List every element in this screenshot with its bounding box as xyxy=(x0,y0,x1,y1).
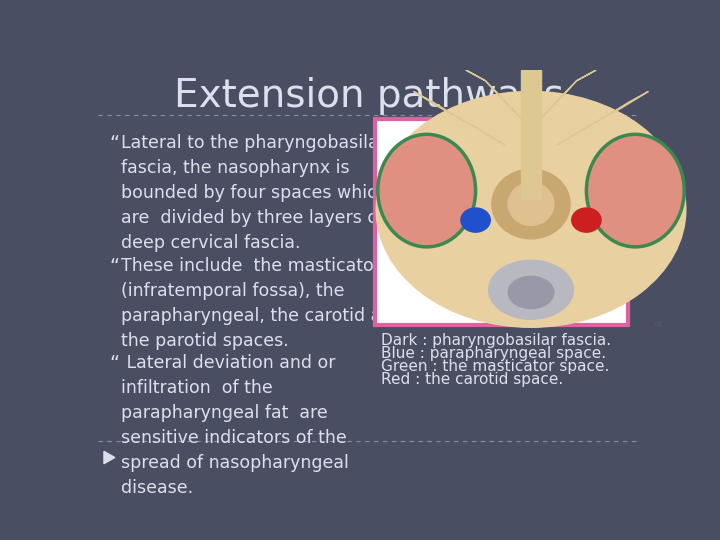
Text: Red : the carotid space.: Red : the carotid space. xyxy=(381,372,563,387)
Ellipse shape xyxy=(508,276,554,308)
Polygon shape xyxy=(466,70,531,129)
Ellipse shape xyxy=(508,183,554,225)
Ellipse shape xyxy=(489,260,573,319)
Polygon shape xyxy=(413,91,505,145)
Ellipse shape xyxy=(586,134,684,247)
Polygon shape xyxy=(521,70,541,199)
Text: Dark : pharyngobasilar fascia.: Dark : pharyngobasilar fascia. xyxy=(381,333,611,348)
Text: cjt: cjt xyxy=(655,321,664,327)
Polygon shape xyxy=(531,70,596,129)
Text: “: “ xyxy=(109,257,120,276)
Circle shape xyxy=(572,208,601,232)
Polygon shape xyxy=(104,451,114,464)
Polygon shape xyxy=(557,91,648,145)
Text: Lateral to the pharyngobasilar
fascia, the nasopharynx is
bounded by four spaces: Lateral to the pharyngobasilar fascia, t… xyxy=(121,134,388,252)
Ellipse shape xyxy=(492,169,570,239)
Ellipse shape xyxy=(378,134,476,247)
Ellipse shape xyxy=(376,91,686,327)
Text: Lateral deviation and or
infiltration  of the
parapharyngeal fat  are
sensitive : Lateral deviation and or infiltration of… xyxy=(121,354,349,497)
Text: These include  the masticator
(infratemporal fossa), the
parapharyngeal, the car: These include the masticator (infratempo… xyxy=(121,257,403,350)
Circle shape xyxy=(461,208,490,232)
Text: Extension pathways: Extension pathways xyxy=(174,77,564,114)
FancyBboxPatch shape xyxy=(375,119,628,325)
Text: “: “ xyxy=(109,134,120,153)
Text: Green : the masticator space.: Green : the masticator space. xyxy=(381,359,609,374)
Text: “: “ xyxy=(109,354,120,373)
Text: Blue : parapharyngeal space.: Blue : parapharyngeal space. xyxy=(381,346,606,361)
